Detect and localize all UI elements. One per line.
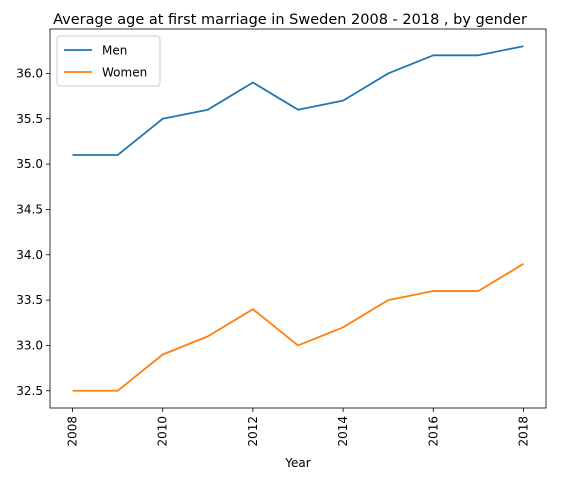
y-tick-label: 35.0 [16, 157, 43, 171]
series-line-women [72, 263, 524, 392]
y-tick-label: 32.5 [16, 384, 43, 398]
x-tick-label: 2016 [426, 416, 440, 447]
y-tick-label: 34.5 [16, 202, 43, 216]
x-axis-label: Year [284, 456, 310, 470]
y-tick-label: 35.5 [16, 112, 43, 126]
y-tick-label: 33.0 [16, 338, 43, 352]
x-tick-label: 2018 [516, 416, 530, 447]
x-tick-label: 2010 [156, 416, 170, 447]
y-tick-label: 33.5 [16, 293, 43, 307]
x-tick-label: 2008 [66, 416, 80, 447]
y-tick-label: 34.0 [16, 248, 43, 262]
series-line-men [72, 45, 524, 156]
y-axis: 32.5 33.0 33.5 34.0 34.5 35.0 35.5 36.0 [16, 66, 50, 398]
legend: Men Women [56, 35, 161, 87]
chart-title: Average age at first marriage in Sweden … [53, 12, 527, 28]
x-tick-label: 2014 [336, 416, 350, 447]
x-axis: 2008 2010 2012 2014 2016 2018 [66, 408, 530, 447]
x-tick-label: 2012 [246, 416, 260, 447]
legend-label-men: Men [102, 44, 127, 58]
y-tick-label: 36.0 [16, 66, 43, 80]
legend-box [56, 35, 161, 87]
legend-label-women: Women [102, 66, 147, 80]
series-lines [72, 45, 524, 392]
